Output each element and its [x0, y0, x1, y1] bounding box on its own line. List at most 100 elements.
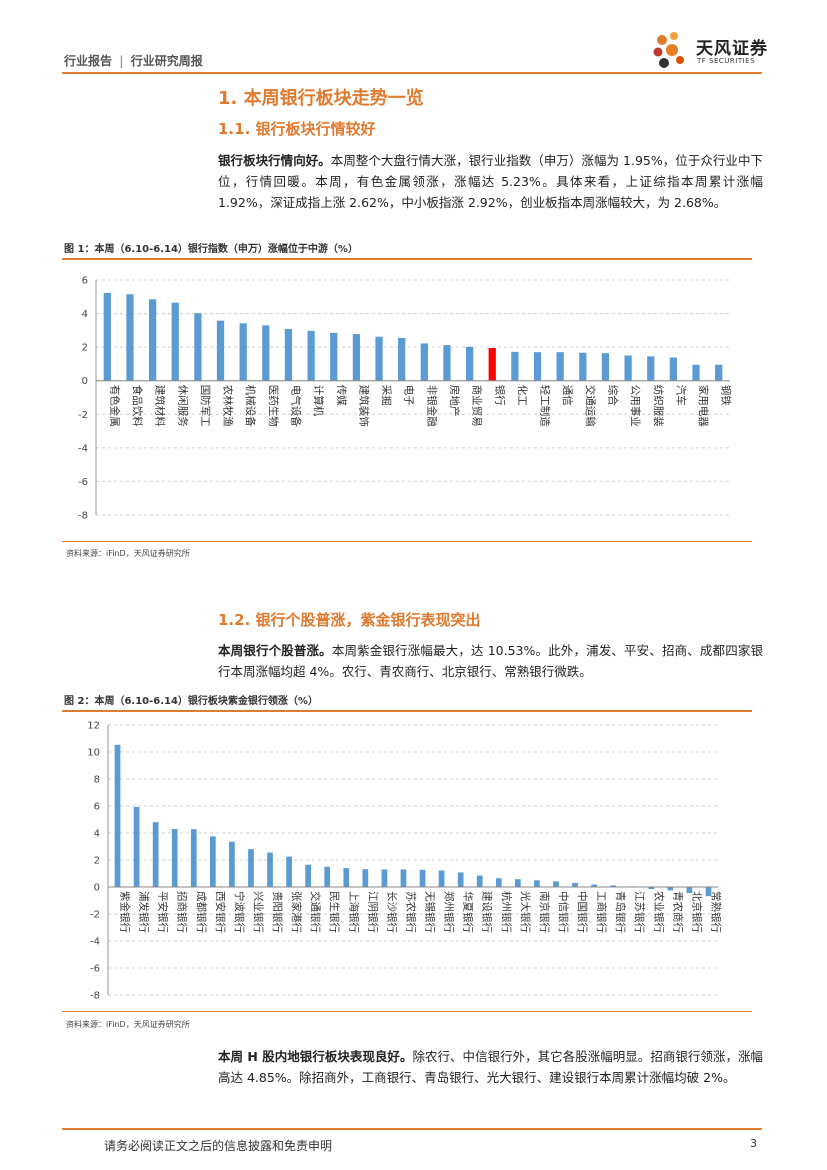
header-doc-type: 行业报告 | 行业研究周报 — [64, 52, 203, 69]
bar-计算机 — [307, 330, 315, 381]
bar-钢铁 — [715, 364, 723, 381]
y-tick-label: -8 — [90, 991, 100, 1002]
paragraph-2-body: 本周紫金银行涨幅最大，达 10.53%。此外，浦发、平安、招商、成都四家银行本周… — [218, 643, 763, 679]
x-tick-label: 休闲服务 — [176, 385, 189, 427]
x-tick-label: 中国银行 — [576, 891, 589, 933]
paragraph-3: 本周 H 股内地银行板块表现良好。除农行、中信银行外，其它各股涨幅明显。招商银行… — [218, 1046, 763, 1088]
y-tick-label: 8 — [94, 775, 100, 786]
bar-兴业银行 — [248, 849, 254, 887]
bar-机械设备 — [239, 323, 247, 381]
x-tick-label: 传媒 — [335, 385, 348, 406]
header-rule — [62, 72, 762, 74]
x-tick-label: 建筑材料 — [154, 385, 167, 427]
x-tick-label: 上海银行 — [347, 891, 360, 933]
x-tick-label: 钢铁 — [720, 385, 733, 406]
x-tick-label: 工商银行 — [595, 891, 608, 933]
x-tick-label: 紫金银行 — [119, 891, 132, 933]
x-tick-label: 银行 — [493, 385, 506, 406]
bar-食品饮料 — [126, 294, 134, 381]
paragraph-3-body: 除农行、中信银行外，其它各股涨幅明显。招商银行领涨，涨幅高达 4.85%。除招商… — [218, 1049, 763, 1085]
bar-综合 — [601, 353, 610, 381]
x-tick-label: 平安银行 — [157, 891, 170, 933]
bar-常熟银行 — [705, 887, 712, 897]
section-title: 1. 本周银行板块走势一览 — [218, 88, 424, 109]
x-tick-label: 化工 — [516, 385, 529, 406]
x-tick-label: 非银金融 — [425, 385, 438, 427]
doc-subtype: 行业研究周报 — [130, 54, 203, 68]
x-tick-label: 民生银行 — [328, 891, 341, 933]
paragraph-3-lead: 本周 H 股内地银行板块表现良好。 — [218, 1049, 413, 1064]
y-tick-label: 2 — [94, 856, 100, 867]
figure-1-top-rule — [62, 258, 752, 260]
logo-mark — [653, 32, 684, 68]
bar-中国银行 — [572, 882, 578, 887]
x-tick-label: 医药生物 — [267, 385, 280, 427]
bar-浦发银行 — [133, 806, 140, 887]
y-tick-label: 2 — [82, 343, 88, 354]
x-tick-label: 房地产 — [448, 385, 461, 417]
y-tick-label: 6 — [82, 276, 88, 287]
bar-通信 — [556, 352, 564, 381]
x-tick-label: 江阴银行 — [366, 891, 379, 933]
x-tick-label: 综合 — [606, 385, 619, 406]
x-tick-label: 轻工制造 — [539, 385, 552, 427]
x-tick-label: 张家港行 — [290, 891, 303, 933]
bar-有色金属 — [103, 292, 111, 381]
x-tick-label: 农业银行 — [652, 891, 665, 933]
bar-公用事业 — [624, 355, 632, 381]
x-tick-label: 北京银行 — [690, 891, 703, 933]
y-tick-label: 0 — [94, 883, 100, 894]
x-tick-label: 常熟银行 — [709, 891, 722, 933]
paragraph-1-lead: 银行板块行情向好。 — [218, 153, 331, 168]
x-tick-label: 机械设备 — [244, 385, 257, 427]
footer-disclaimer: 请务必阅读正文之后的信息披露和免责申明 — [104, 1139, 333, 1153]
bar-紫金银行 — [114, 744, 121, 887]
x-tick-label: 西安银行 — [214, 891, 227, 933]
bar-农林牧渔 — [216, 320, 225, 381]
bar-苏农银行 — [400, 869, 407, 887]
x-tick-label: 纺织服装 — [652, 385, 665, 427]
bar-青岛银行 — [610, 885, 617, 887]
bar-商业贸易 — [465, 346, 474, 381]
x-tick-label: 无锡银行 — [424, 891, 437, 933]
y-tick-label: 0 — [82, 376, 88, 387]
paragraph-1: 银行板块行情向好。本周整个大盘行情大涨，银行业指数（申万）涨幅为 1.95%，位… — [218, 150, 763, 213]
x-tick-label: 宁波银行 — [233, 891, 246, 933]
bar-交通运输 — [579, 352, 587, 381]
figure-1-title: 图 1：本周（6.10-6.14）银行指数（申万）涨幅位于中游（%） — [64, 244, 358, 255]
bar-贵阳银行 — [267, 852, 273, 887]
bar-建设银行 — [476, 875, 483, 887]
bar-华夏银行 — [457, 872, 464, 887]
x-tick-label: 建设银行 — [481, 891, 494, 933]
logo-name-en: TF SECURITIES — [697, 57, 756, 65]
x-tick-label: 招商银行 — [176, 891, 189, 933]
bar-农业银行 — [648, 887, 655, 890]
bar-国防军工 — [194, 313, 202, 381]
x-tick-label: 青农商行 — [671, 891, 684, 933]
bar-上海银行 — [343, 868, 350, 887]
x-tick-label: 浦发银行 — [138, 891, 151, 933]
subsection-title-1: 1.1. 银行板块行情较好 — [218, 120, 376, 138]
figure-2-title: 图 2：本周（6.10-6.14）银行板块紫金银行领涨（%） — [64, 696, 318, 707]
bar-杭州银行 — [495, 878, 502, 887]
x-tick-label: 采掘 — [380, 385, 393, 406]
y-tick-label: -6 — [78, 477, 88, 488]
paragraph-2: 本周银行个股普涨。本周紫金银行涨幅最大，达 10.53%。此外，浦发、平安、招商… — [218, 640, 763, 682]
figure-2-source: 资料来源：iFinD，天风证券研究所 — [66, 1020, 190, 1029]
x-tick-label: 商业贸易 — [471, 385, 484, 427]
bar-南京银行 — [534, 880, 540, 887]
bar-工商银行 — [591, 884, 597, 887]
bar-纺织服装 — [647, 356, 655, 381]
bar-化工 — [511, 351, 519, 381]
bar-医药生物 — [262, 325, 270, 381]
bar-电子 — [398, 337, 406, 381]
bar-建筑材料 — [148, 299, 157, 381]
figure-2-top-rule — [62, 710, 752, 712]
bar-无锡银行 — [419, 869, 426, 887]
page-number: 3 — [750, 1137, 757, 1150]
x-tick-label: 电气设备 — [289, 385, 302, 427]
figure-2-bottom-rule — [62, 1011, 752, 1012]
x-tick-label: 计算机 — [312, 385, 325, 417]
x-tick-label: 光大银行 — [519, 891, 532, 933]
bar-轻工制造 — [533, 352, 542, 381]
